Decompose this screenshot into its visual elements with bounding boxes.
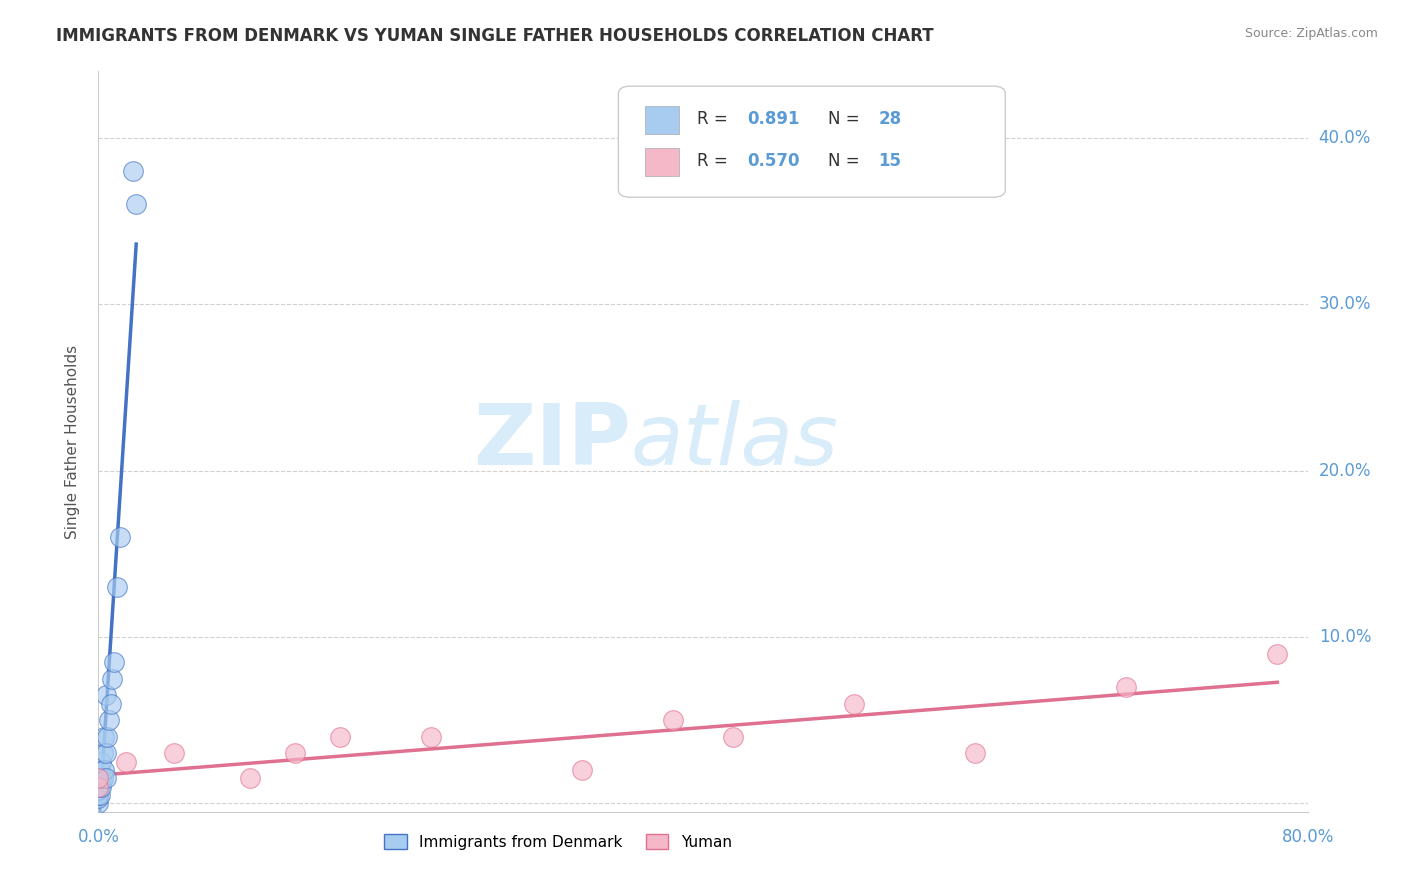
Point bbox=[87, 783, 110, 797]
Text: 30.0%: 30.0% bbox=[1319, 295, 1371, 313]
Point bbox=[87, 791, 110, 805]
Point bbox=[114, 755, 136, 769]
Point bbox=[87, 780, 110, 794]
FancyBboxPatch shape bbox=[619, 87, 1005, 197]
Point bbox=[329, 730, 352, 744]
Point bbox=[89, 763, 111, 777]
Point bbox=[103, 655, 125, 669]
Text: 40.0%: 40.0% bbox=[1319, 129, 1371, 147]
Text: 80.0%: 80.0% bbox=[1281, 829, 1334, 847]
Point bbox=[1115, 680, 1137, 694]
Point bbox=[93, 730, 115, 744]
Point bbox=[96, 730, 118, 744]
Point bbox=[163, 747, 186, 761]
Point bbox=[239, 772, 262, 786]
Text: R =: R = bbox=[697, 153, 733, 170]
Point bbox=[90, 780, 112, 794]
Point bbox=[1267, 647, 1289, 661]
Text: atlas: atlas bbox=[630, 400, 838, 483]
Point bbox=[284, 747, 307, 761]
Text: R =: R = bbox=[697, 110, 733, 128]
Text: 0.570: 0.570 bbox=[748, 153, 800, 170]
Point bbox=[844, 697, 866, 711]
Point bbox=[87, 797, 110, 811]
Point bbox=[89, 788, 111, 802]
Point bbox=[94, 747, 117, 761]
Point bbox=[571, 763, 593, 777]
Text: ZIP: ZIP bbox=[472, 400, 630, 483]
Text: N =: N = bbox=[828, 110, 865, 128]
Point bbox=[105, 580, 128, 594]
Point bbox=[87, 780, 110, 794]
Text: 15: 15 bbox=[879, 153, 901, 170]
Point bbox=[94, 772, 117, 786]
Point bbox=[90, 772, 112, 786]
Point bbox=[93, 763, 115, 777]
Point bbox=[965, 747, 987, 761]
Point bbox=[87, 772, 110, 786]
Y-axis label: Single Father Households: Single Father Households bbox=[65, 344, 80, 539]
FancyBboxPatch shape bbox=[645, 148, 679, 177]
FancyBboxPatch shape bbox=[645, 106, 679, 134]
Point bbox=[98, 713, 121, 727]
Point bbox=[87, 772, 110, 786]
Text: 28: 28 bbox=[879, 110, 901, 128]
Point bbox=[420, 730, 443, 744]
Text: 10.0%: 10.0% bbox=[1319, 628, 1371, 646]
Point bbox=[89, 780, 111, 794]
Text: 0.891: 0.891 bbox=[748, 110, 800, 128]
Point bbox=[87, 788, 110, 802]
Text: 20.0%: 20.0% bbox=[1319, 462, 1371, 480]
Text: N =: N = bbox=[828, 153, 865, 170]
Text: IMMIGRANTS FROM DENMARK VS YUMAN SINGLE FATHER HOUSEHOLDS CORRELATION CHART: IMMIGRANTS FROM DENMARK VS YUMAN SINGLE … bbox=[56, 27, 934, 45]
Point bbox=[100, 697, 122, 711]
Point bbox=[90, 755, 112, 769]
Text: Source: ZipAtlas.com: Source: ZipAtlas.com bbox=[1244, 27, 1378, 40]
Point bbox=[125, 197, 148, 211]
Point bbox=[122, 164, 145, 178]
Legend: Immigrants from Denmark, Yuman: Immigrants from Denmark, Yuman bbox=[378, 828, 738, 856]
Point bbox=[723, 730, 745, 744]
Point bbox=[661, 713, 683, 727]
Text: 0.0%: 0.0% bbox=[77, 829, 120, 847]
Point bbox=[91, 747, 114, 761]
Point bbox=[108, 530, 131, 544]
Point bbox=[91, 772, 114, 786]
Point bbox=[101, 672, 124, 686]
Point bbox=[94, 688, 117, 702]
